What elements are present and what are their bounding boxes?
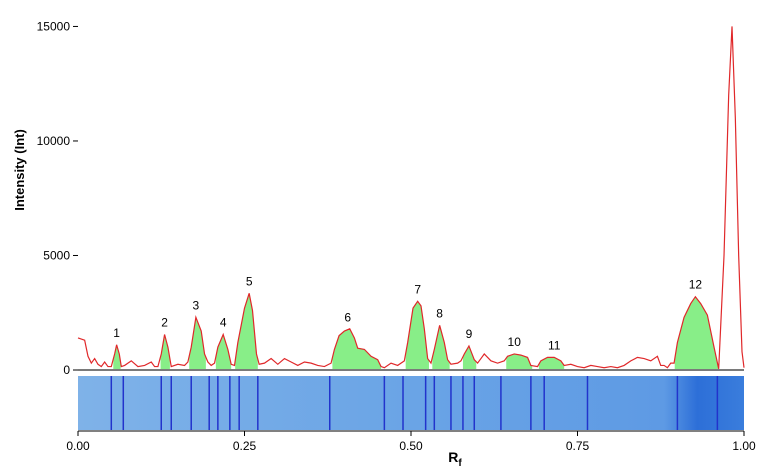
y-tick-label: 10000 <box>37 134 71 148</box>
y-tick-label: 15000 <box>37 19 71 33</box>
peak-label: 2 <box>161 316 168 330</box>
x-tick-label: 1.00 <box>732 439 756 453</box>
axes: 0 5000 10000 15000 0.00 0.25 0.50 0.75 1.00 <box>37 19 756 453</box>
peak-label: 9 <box>466 327 473 341</box>
intensity-trace <box>77 26 745 369</box>
peak-areas <box>113 294 719 370</box>
peak-area <box>235 294 258 370</box>
peak-label: 12 <box>689 278 703 292</box>
peak-area <box>462 346 477 370</box>
peak-area <box>160 334 170 370</box>
x-tick-label: 0.25 <box>233 439 257 453</box>
gel-lane <box>78 376 744 430</box>
peak-area <box>538 357 565 370</box>
lane-background <box>78 376 744 430</box>
y-tick-label: 5000 <box>43 248 70 262</box>
peak-area <box>506 354 533 370</box>
y-tick-label: 0 <box>63 363 70 377</box>
peak-label: 8 <box>436 306 443 320</box>
peak-area <box>113 345 121 370</box>
peak-label: 7 <box>414 282 421 296</box>
x-tick-label: 0.75 <box>566 439 590 453</box>
peak-area <box>332 329 382 370</box>
x-axis-title-subscript: f <box>458 458 462 466</box>
peak-label: 11 <box>548 338 561 352</box>
peak-label: 3 <box>193 298 200 312</box>
peak-label: 1 <box>113 326 120 340</box>
peak-label: 5 <box>246 274 253 288</box>
x-axis-title-main: R <box>448 449 458 465</box>
x-axis-title: Rf <box>448 449 462 466</box>
peak-label: 4 <box>220 316 227 330</box>
peak-label: 6 <box>344 311 351 325</box>
x-tick-label: 0.50 <box>399 439 423 453</box>
y-axis-title: Intensity (Int) <box>12 129 27 211</box>
x-tick-label: 0.00 <box>66 439 90 453</box>
peak-label: 10 <box>508 335 522 349</box>
peak-area <box>674 296 719 370</box>
peak-area <box>189 317 206 370</box>
peak-area <box>432 325 450 370</box>
